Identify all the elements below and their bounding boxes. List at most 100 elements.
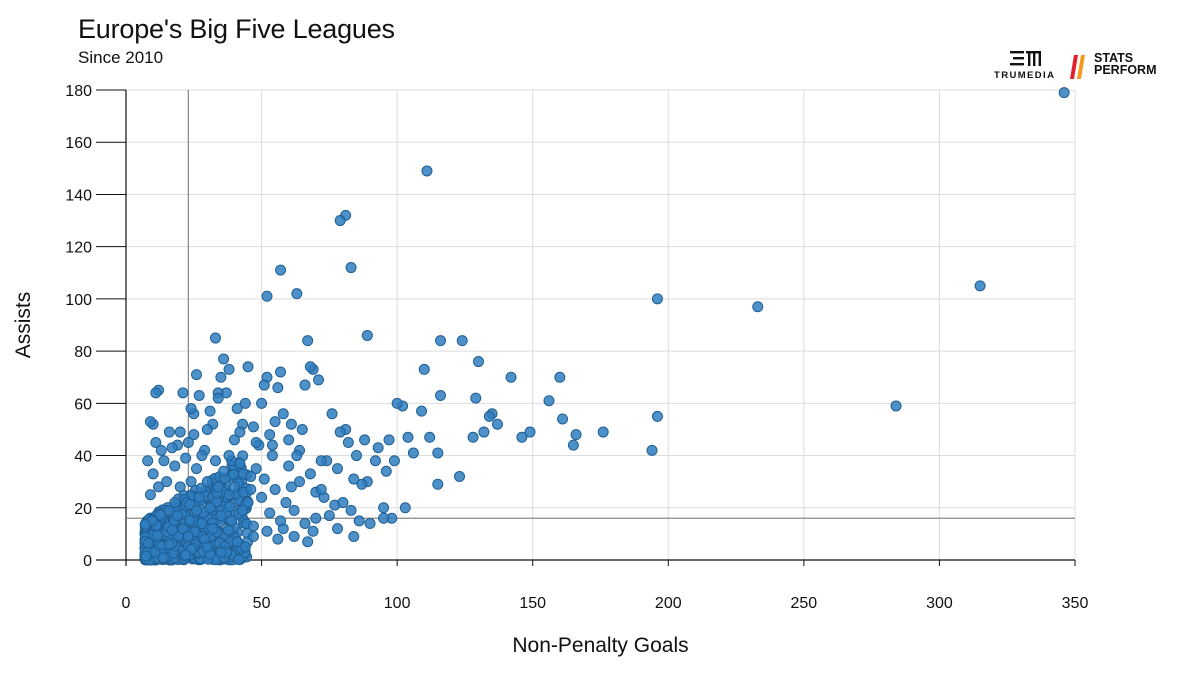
data-point xyxy=(266,439,278,451)
data-point xyxy=(505,371,517,383)
x-tick-label: 150 xyxy=(519,595,546,612)
data-point xyxy=(139,518,151,530)
data-point xyxy=(234,426,246,438)
data-point xyxy=(416,405,428,417)
data-point xyxy=(646,444,658,456)
data-point xyxy=(264,429,276,441)
data-point xyxy=(242,361,254,373)
data-point xyxy=(147,468,159,480)
data-point xyxy=(291,450,303,462)
data-point xyxy=(196,517,208,529)
data-point xyxy=(264,507,276,519)
data-point xyxy=(157,552,169,564)
data-point xyxy=(196,450,208,462)
data-point xyxy=(172,510,184,522)
data-point xyxy=(223,450,235,462)
chart-title: Europe's Big Five Leagues xyxy=(78,14,395,44)
data-point xyxy=(215,371,227,383)
data-point xyxy=(315,484,327,495)
data-point xyxy=(166,524,178,536)
data-point xyxy=(222,524,234,536)
data-point xyxy=(177,387,189,399)
data-point xyxy=(364,517,376,529)
data-point xyxy=(193,491,205,503)
data-point xyxy=(378,502,390,514)
data-point xyxy=(144,416,156,428)
data-point xyxy=(242,497,254,509)
data-point xyxy=(467,431,479,443)
data-point xyxy=(188,429,200,441)
data-point xyxy=(543,395,555,407)
data-point xyxy=(356,478,368,490)
data-point xyxy=(275,264,287,276)
data-point xyxy=(272,533,284,545)
data-point xyxy=(280,497,292,509)
data-point xyxy=(334,426,346,438)
data-point xyxy=(478,426,490,438)
x-tick-label: 0 xyxy=(122,595,131,612)
y-tick-label: 20 xyxy=(74,501,92,518)
y-tick-label: 80 xyxy=(74,344,92,361)
data-point xyxy=(296,423,308,435)
data-point xyxy=(150,437,162,448)
data-point xyxy=(212,392,224,404)
data-point xyxy=(299,379,311,391)
data-point xyxy=(182,531,194,542)
data-point xyxy=(218,465,230,477)
x-tick-label: 50 xyxy=(253,595,271,612)
trumedia-logo: TRUMEDIA xyxy=(994,50,1060,84)
data-point xyxy=(256,491,268,503)
data-point xyxy=(272,382,284,394)
data-point xyxy=(223,489,235,501)
data-point xyxy=(247,520,259,532)
data-point xyxy=(163,505,175,517)
data-point xyxy=(326,408,338,420)
data-point xyxy=(201,476,213,488)
data-point xyxy=(388,455,400,467)
data-point xyxy=(567,439,579,451)
stats-perform-wordmark: STATS PERFORM xyxy=(1094,52,1157,77)
data-point xyxy=(234,457,246,469)
data-point xyxy=(269,416,281,428)
data-point xyxy=(277,408,289,420)
data-point xyxy=(331,463,343,475)
data-point xyxy=(651,410,663,422)
x-tick-label: 300 xyxy=(926,595,953,612)
data-point xyxy=(215,510,227,522)
data-point xyxy=(380,465,392,477)
data-point xyxy=(184,514,196,526)
data-point xyxy=(557,413,569,425)
data-point xyxy=(291,288,303,300)
data-point xyxy=(269,484,281,495)
data-point xyxy=(342,437,354,448)
data-point xyxy=(153,481,165,493)
data-point xyxy=(334,215,346,227)
data-point xyxy=(247,531,259,542)
data-point xyxy=(516,431,528,443)
data-point xyxy=(190,504,202,516)
data-point xyxy=(201,423,213,435)
data-point xyxy=(261,525,273,537)
data-point xyxy=(432,478,444,490)
data-point xyxy=(432,447,444,459)
data-point xyxy=(890,400,902,412)
data-point xyxy=(182,437,194,448)
data-point xyxy=(331,523,343,535)
data-point xyxy=(302,536,314,548)
data-point xyxy=(223,363,235,375)
data-point xyxy=(378,512,390,524)
data-point xyxy=(435,335,447,347)
data-point xyxy=(231,403,243,415)
stats-perform-mark-icon xyxy=(1070,55,1085,79)
data-point xyxy=(570,429,582,441)
data-point xyxy=(152,530,164,542)
data-point xyxy=(149,546,161,558)
data-point xyxy=(372,442,384,454)
data-point xyxy=(212,481,224,493)
data-point xyxy=(150,387,162,399)
data-point xyxy=(350,450,362,462)
data-point xyxy=(299,517,311,529)
data-point xyxy=(239,397,251,409)
data-point xyxy=(491,418,503,430)
data-point xyxy=(185,403,197,415)
